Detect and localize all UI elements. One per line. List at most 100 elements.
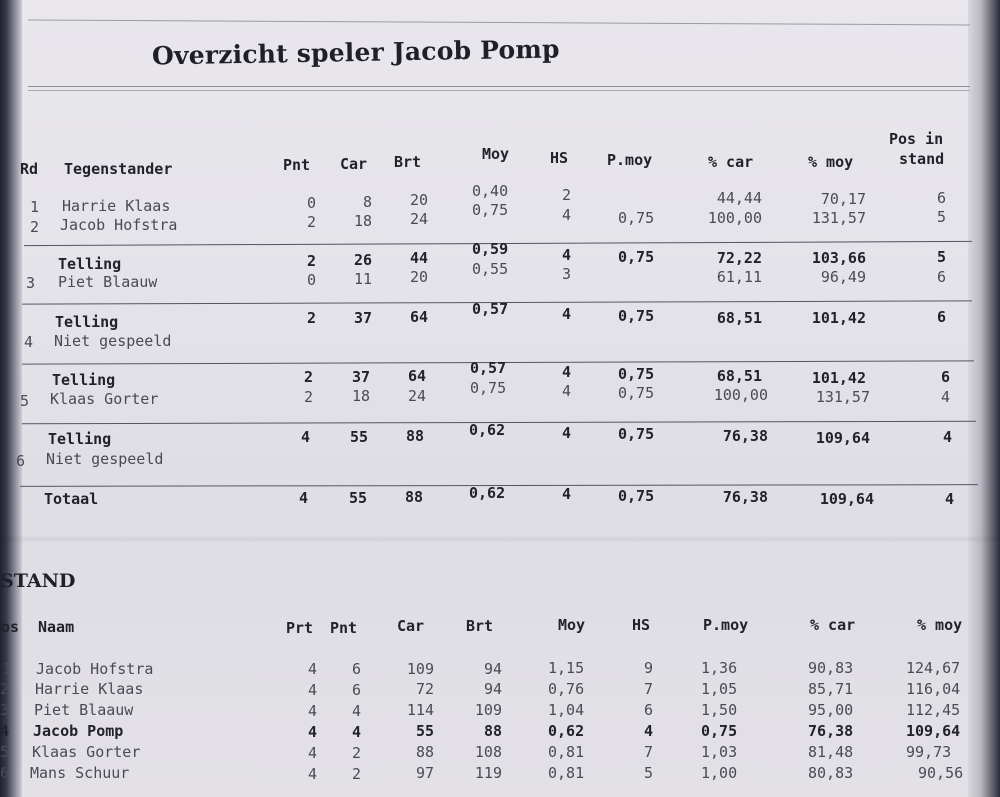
cell-naam: Piet Blaauw xyxy=(34,701,134,719)
cell-pmoy: 0,75 xyxy=(618,384,655,402)
cell-pos: 4 xyxy=(943,428,953,446)
cell-opponent: Telling xyxy=(48,430,112,448)
cell-pct-car: 95,00 xyxy=(808,701,854,719)
cell-brt: 94 xyxy=(483,680,502,698)
cell-car: 114 xyxy=(406,701,434,719)
stand-header-pmoy: P.moy xyxy=(703,616,749,634)
cell-car: 55 xyxy=(349,428,368,446)
cell-pmoy: 1,00 xyxy=(701,764,738,782)
cell-moy: 0,81 xyxy=(548,743,585,761)
cell-pnt: 4 xyxy=(300,428,310,446)
cell-pos: 4 xyxy=(945,490,955,508)
cell-pos: 6 xyxy=(0,764,10,782)
cell-brt: 24 xyxy=(407,387,426,405)
paper-fold xyxy=(0,535,1000,543)
cell-pos: 6 xyxy=(941,368,951,386)
cell-pct-moy: 103,66 xyxy=(811,249,866,267)
cell-pos: 4 xyxy=(941,388,951,406)
header-pmoy: P.moy xyxy=(607,151,653,169)
cell-hs: 5 xyxy=(644,764,654,782)
stand-header-hs: HS xyxy=(632,616,651,634)
cell-pct-moy: 109,64 xyxy=(819,490,874,508)
cell-pct-moy: 101,42 xyxy=(811,369,866,387)
paper-edge-left xyxy=(0,0,22,797)
cell-hs: 4 xyxy=(562,363,572,381)
cell-pnt: 2 xyxy=(306,252,316,270)
cell-hs: 4 xyxy=(562,485,572,503)
cell-car: 55 xyxy=(415,722,434,740)
cell-brt: 20 xyxy=(409,268,428,286)
header-opponent: Tegenstander xyxy=(64,160,173,178)
cell-hs: 3 xyxy=(562,265,572,283)
cell-pmoy: 0,75 xyxy=(701,722,738,740)
cell-opponent: Niet gespeeld xyxy=(54,332,172,350)
cell-moy: 0,75 xyxy=(470,379,507,397)
cell-moy: 1,15 xyxy=(548,659,585,677)
cell-prt: 4 xyxy=(308,723,318,741)
cell-hs: 4 xyxy=(562,382,572,400)
cell-moy: 0,76 xyxy=(548,680,585,698)
cell-pct-car: 76,38 xyxy=(808,722,854,740)
cell-pnt: 2 xyxy=(352,744,362,762)
cell-pct-moy: 109,64 xyxy=(815,429,870,447)
cell-moy: 0,62 xyxy=(469,421,506,439)
header-brt: Brt xyxy=(394,153,422,171)
cell-pct-car: 100,00 xyxy=(713,386,768,404)
cell-opponent: Totaal xyxy=(44,490,99,508)
cell-prt: 4 xyxy=(308,765,318,783)
cell-naam: Mans Schuur xyxy=(30,764,130,782)
cell-moy: 0,75 xyxy=(472,201,509,219)
cell-rd: 6 xyxy=(16,452,26,470)
cell-prt: 4 xyxy=(308,744,318,762)
cell-pos: 5 xyxy=(0,743,10,761)
stand-header-prt: Prt xyxy=(286,619,314,637)
cell-opponent: Piet Blaauw xyxy=(58,273,158,291)
cell-pct-car: 72,22 xyxy=(716,249,762,267)
cell-moy: 0,55 xyxy=(472,260,509,278)
stand-header-pct-car: % car xyxy=(810,616,856,634)
cell-opponent: Klaas Gorter xyxy=(50,390,159,408)
cell-hs: 7 xyxy=(644,680,654,698)
cell-pct-moy: 101,42 xyxy=(811,309,866,327)
cell-pct-moy: 116,04 xyxy=(906,680,961,698)
cell-brt: 44 xyxy=(409,249,428,267)
cell-hs: 4 xyxy=(562,305,572,323)
cell-hs: 4 xyxy=(562,206,572,224)
cell-opponent: Telling xyxy=(55,313,119,331)
title-rule-bottom xyxy=(28,86,970,87)
cell-pos: 5 xyxy=(937,208,947,226)
cell-pos: 6 xyxy=(937,268,947,286)
cell-brt: 119 xyxy=(474,764,502,782)
cell-opponent: Telling xyxy=(52,371,116,389)
cell-pos: 5 xyxy=(937,248,947,266)
cell-opponent: Harrie Klaas xyxy=(62,197,171,215)
cell-pct-car: 81,48 xyxy=(808,743,854,761)
cell-naam: Jacob Hofstra xyxy=(36,660,154,678)
cell-car: 72 xyxy=(415,680,434,698)
cell-brt: 88 xyxy=(483,722,502,740)
header-rd: Rd xyxy=(20,160,39,178)
cell-pmoy: 1,50 xyxy=(701,701,738,719)
cell-brt: 88 xyxy=(404,488,423,506)
cell-prt: 4 xyxy=(308,660,318,678)
stand-header-brt: Brt xyxy=(466,617,494,635)
cell-moy: 0,62 xyxy=(469,484,506,502)
cell-pmoy: 0,75 xyxy=(618,487,655,505)
cell-car: 8 xyxy=(362,193,372,211)
cell-pct-moy: 96,49 xyxy=(820,268,866,286)
cell-brt: 94 xyxy=(483,660,502,678)
title-rule-top xyxy=(28,19,970,26)
stand-header-car: Car xyxy=(397,617,425,635)
stand-header-naam: Naam xyxy=(38,618,75,636)
stand-title: STAND xyxy=(0,570,76,592)
header-hs: HS xyxy=(550,149,569,167)
cell-car: 11 xyxy=(353,270,372,288)
cell-pct-car: 44,44 xyxy=(716,189,762,207)
cell-rd: 4 xyxy=(24,333,34,351)
cell-moy: 0,57 xyxy=(472,300,509,318)
cell-pnt: 6 xyxy=(352,681,362,699)
cell-hs: 4 xyxy=(562,246,572,264)
cell-car: 109 xyxy=(406,660,434,678)
cell-pct-car: 90,83 xyxy=(808,659,854,677)
cell-opponent: Telling xyxy=(58,255,122,273)
